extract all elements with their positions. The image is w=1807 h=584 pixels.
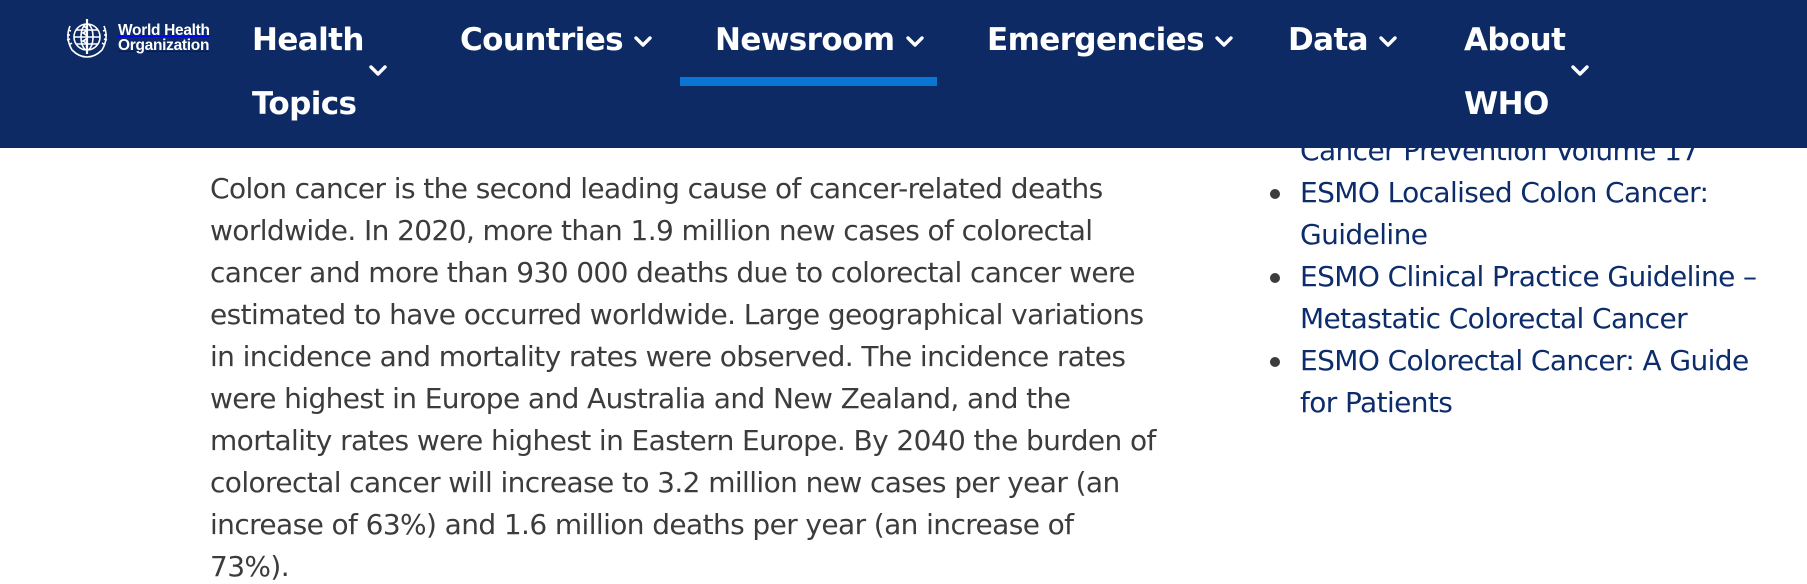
bullet-icon: [1270, 357, 1280, 367]
nav-label: Emergencies: [987, 22, 1205, 58]
active-nav-indicator: [680, 77, 937, 86]
nav-about-who[interactable]: About WHO: [1464, 8, 1589, 136]
nav-health-topics[interactable]: Health Topics: [252, 8, 387, 136]
nav-data[interactable]: Data: [1288, 8, 1398, 72]
related-links-sidebar: Screening: IARC Handbooks of Cancer Prev…: [1270, 92, 1790, 424]
next-paragraph-cutoff: [210, 574, 1160, 584]
nav-countries[interactable]: Countries: [460, 8, 653, 72]
nav-emergencies[interactable]: Emergencies: [987, 8, 1234, 72]
logo-line-2: Organization: [118, 37, 210, 54]
list-item: ESMO Colorectal Cancer: A Guide for Pati…: [1270, 340, 1790, 424]
nav-label: Data: [1288, 22, 1369, 58]
chevron-down-icon: [633, 35, 653, 49]
list-item: ESMO Localised Colon Cancer: Guideline: [1270, 172, 1790, 256]
chevron-down-icon: [1378, 35, 1398, 49]
article-paragraph: Colon cancer is the second leading cause…: [210, 172, 1156, 583]
bullet-icon: [1270, 189, 1280, 199]
logo-line-1: World Health: [118, 22, 210, 39]
link-esmo-localised-colon-cancer[interactable]: ESMO Localised Colon Cancer: Guideline: [1300, 176, 1709, 251]
nav-label: Health: [252, 22, 364, 58]
link-esmo-patient-guide[interactable]: ESMO Colorectal Cancer: A Guide for Pati…: [1300, 344, 1749, 419]
chevron-down-icon: [905, 35, 925, 49]
bullet-icon: [1270, 273, 1280, 283]
nav-label: Newsroom: [715, 22, 895, 58]
link-esmo-metastatic-colorectal[interactable]: ESMO Clinical Practice Guideline – Metas…: [1300, 260, 1757, 335]
nav-label: Countries: [460, 22, 624, 58]
chevron-down-icon: [1214, 35, 1234, 49]
chevron-down-icon: [1570, 64, 1590, 78]
list-item: ESMO Clinical Practice Guideline – Metas…: [1270, 256, 1790, 340]
nav-label: Topics: [252, 86, 357, 122]
site-header: World Health Organization Health Topics …: [0, 0, 1807, 148]
nav-newsroom[interactable]: Newsroom: [715, 8, 925, 72]
nav-label: About: [1464, 22, 1566, 58]
chevron-down-icon: [368, 64, 388, 78]
who-logo[interactable]: World Health Organization: [62, 16, 210, 60]
who-emblem-icon: [66, 19, 108, 58]
nav-label: WHO: [1464, 86, 1549, 122]
